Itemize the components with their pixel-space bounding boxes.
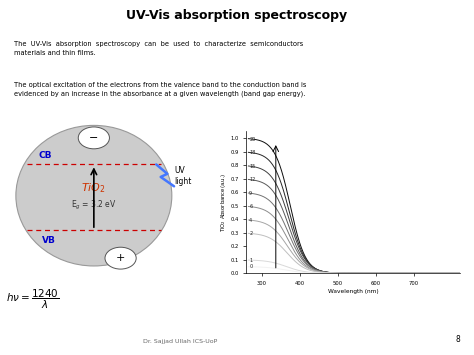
X-axis label: Wavelength (nm): Wavelength (nm) [328, 289, 379, 294]
Text: 4: 4 [249, 218, 252, 223]
Text: −: − [89, 133, 99, 143]
Text: CB: CB [38, 151, 52, 159]
Text: 0: 0 [249, 264, 252, 269]
Text: 6: 6 [249, 204, 252, 209]
Y-axis label: TiO$_2$ Absorbance(a.u.): TiO$_2$ Absorbance(a.u.) [219, 173, 228, 232]
Text: 9: 9 [249, 191, 252, 196]
Text: Dr. Sajjad Ullah ICS-UoP: Dr. Sajjad Ullah ICS-UoP [143, 339, 217, 344]
Text: 20: 20 [249, 137, 255, 142]
Text: 1: 1 [249, 258, 252, 263]
Text: $h\nu = \dfrac{1240}{\lambda}$: $h\nu = \dfrac{1240}{\lambda}$ [7, 288, 60, 311]
Text: 12: 12 [249, 178, 255, 182]
Text: light: light [174, 177, 191, 186]
Ellipse shape [16, 125, 172, 266]
Text: 15: 15 [249, 164, 255, 169]
Circle shape [78, 127, 109, 149]
Text: E$_g$ = 3.2 eV: E$_g$ = 3.2 eV [71, 198, 117, 212]
Text: The  UV-Vis  absorption  spectroscopy  can  be  used  to  characterize  semicond: The UV-Vis absorption spectroscopy can b… [14, 41, 303, 56]
Text: UV-Vis absorption spectroscopy: UV-Vis absorption spectroscopy [127, 9, 347, 22]
Text: +: + [116, 253, 125, 263]
Text: TiO$_2$: TiO$_2$ [82, 181, 106, 195]
Text: The optical excitation of the electrons from the valence band to the conduction : The optical excitation of the electrons … [14, 82, 307, 97]
Circle shape [105, 247, 136, 269]
Text: 18: 18 [249, 150, 255, 155]
Text: 8: 8 [455, 335, 460, 344]
Text: UV: UV [174, 166, 185, 175]
Text: 2: 2 [249, 231, 252, 236]
Text: VB: VB [42, 236, 56, 245]
